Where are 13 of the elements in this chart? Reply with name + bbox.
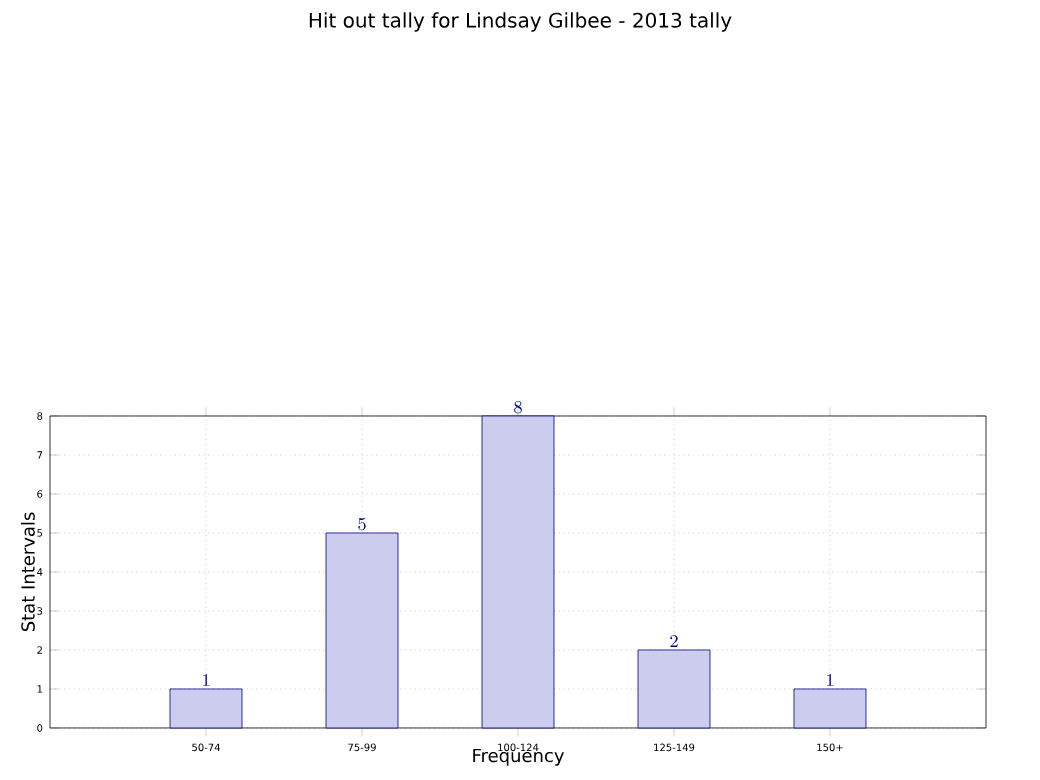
bar [793, 688, 867, 729]
bar [637, 649, 711, 729]
data-label: 1 [203, 673, 210, 686]
x-axis-title: Frequency [473, 748, 564, 766]
chart-title: Hit out tally for Lindsay Gilbee - 2013 tally [309, 12, 732, 32]
y-axis-title: Stat Intervals [20, 512, 35, 632]
data-label: 2 [670, 634, 678, 647]
data-label: 8 [514, 400, 522, 414]
bar [169, 688, 243, 729]
data-label: 1 [827, 673, 834, 686]
bar [325, 532, 399, 729]
data-label: 5 [358, 517, 366, 531]
bar [481, 415, 555, 729]
